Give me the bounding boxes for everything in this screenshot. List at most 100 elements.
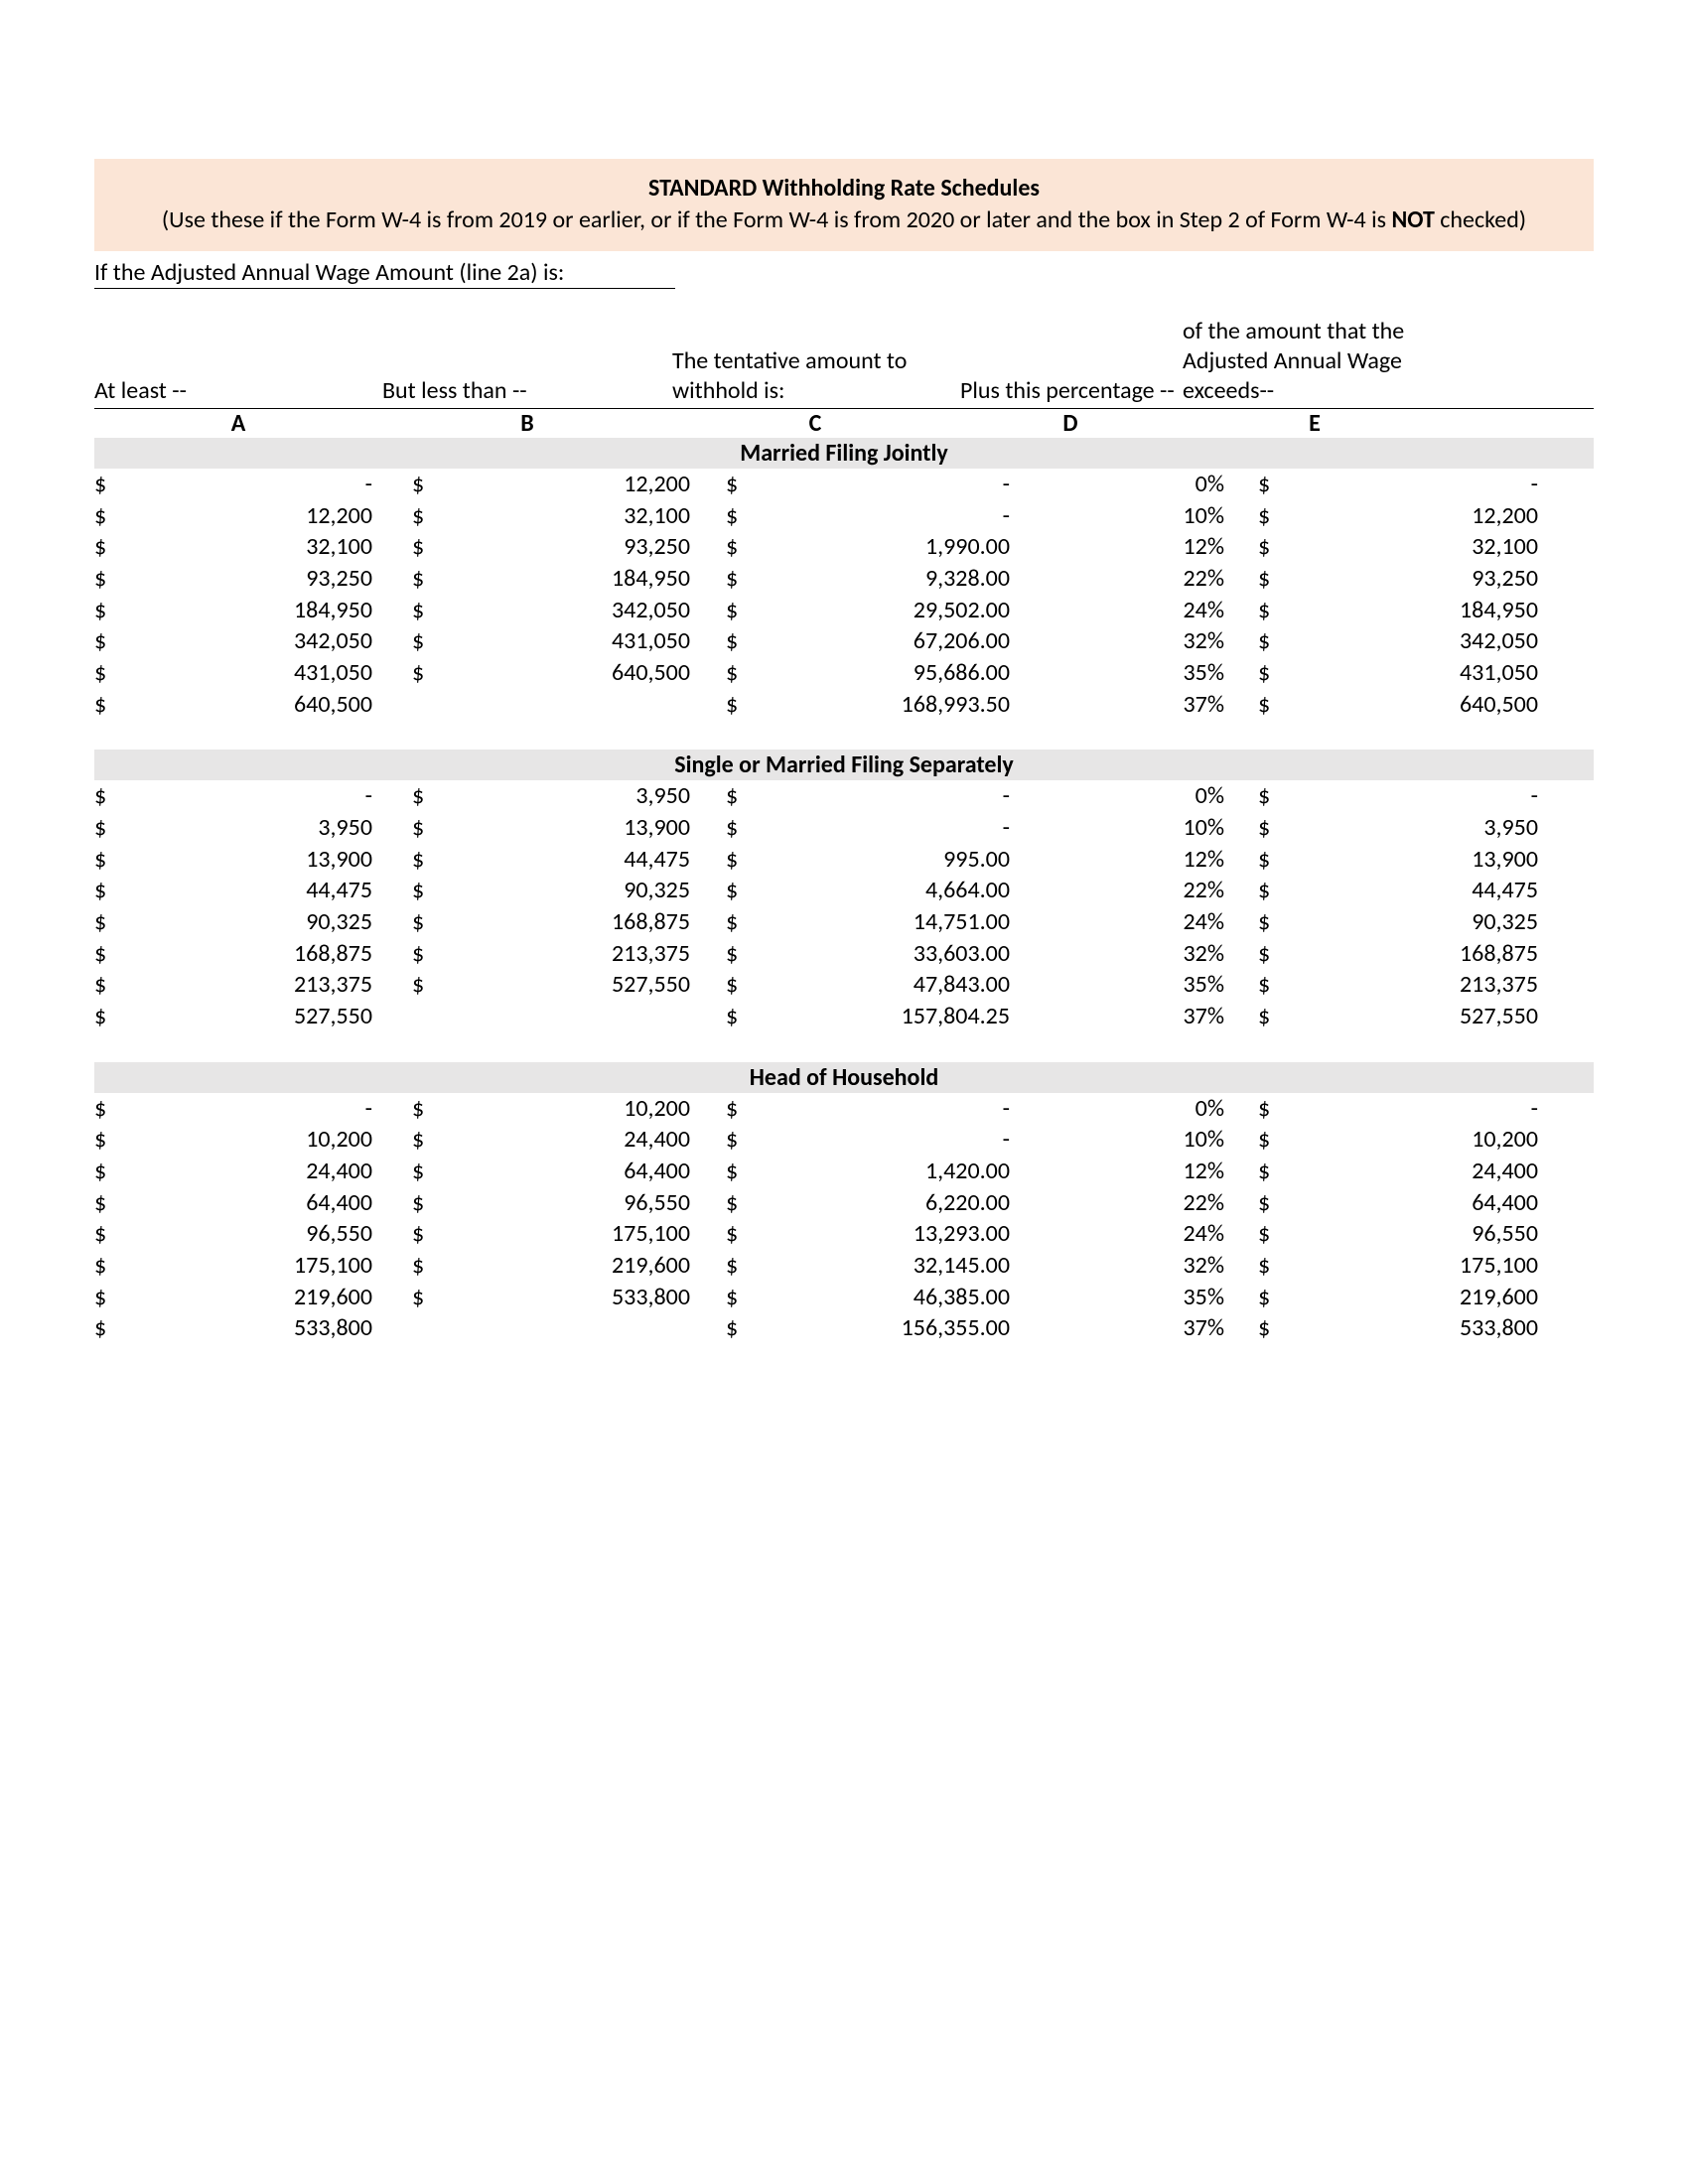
cell-exceeds: 527,550 bbox=[1286, 1001, 1538, 1032]
currency-symbol: $ bbox=[1258, 1218, 1286, 1250]
col-letter-e: E bbox=[1183, 409, 1447, 438]
currency-symbol: $ bbox=[726, 1250, 754, 1282]
table-row: $175,100$219,600$32,145.0032%$175,100 bbox=[94, 1250, 1594, 1282]
currency-symbol: $ bbox=[412, 531, 440, 563]
currency-symbol: $ bbox=[94, 595, 122, 626]
currency-symbol: $ bbox=[726, 969, 754, 1001]
cell-withhold: 1,990.00 bbox=[754, 531, 1010, 563]
currency-symbol: $ bbox=[726, 844, 754, 876]
cell-withhold: 13,293.00 bbox=[754, 1218, 1010, 1250]
currency-symbol: $ bbox=[726, 938, 754, 970]
cell-percentage: 24% bbox=[1036, 906, 1224, 938]
currency-symbol bbox=[412, 1001, 440, 1032]
cell-withhold: - bbox=[754, 469, 1010, 500]
cell-percentage: 10% bbox=[1036, 812, 1224, 844]
currency-symbol: $ bbox=[1258, 1093, 1286, 1125]
currency-symbol: $ bbox=[412, 469, 440, 500]
cell-exceeds: 219,600 bbox=[1286, 1282, 1538, 1313]
cell-exceeds: 175,100 bbox=[1286, 1250, 1538, 1282]
cell-withhold: 95,686.00 bbox=[754, 657, 1010, 689]
cell-percentage: 35% bbox=[1036, 969, 1224, 1001]
currency-symbol: $ bbox=[726, 531, 754, 563]
currency-symbol: $ bbox=[412, 1093, 440, 1125]
currency-symbol: $ bbox=[726, 812, 754, 844]
cell-percentage: 35% bbox=[1036, 657, 1224, 689]
cell-at-least: 213,375 bbox=[122, 969, 372, 1001]
cell-exceeds: 431,050 bbox=[1286, 657, 1538, 689]
currency-symbol: $ bbox=[726, 1187, 754, 1219]
currency-symbol: $ bbox=[412, 563, 440, 595]
currency-symbol: $ bbox=[726, 657, 754, 689]
cell-withhold: - bbox=[754, 812, 1010, 844]
currency-symbol bbox=[412, 689, 440, 721]
table-row: $640,500$168,993.5037%$640,500 bbox=[94, 689, 1594, 721]
currency-symbol: $ bbox=[412, 780, 440, 812]
table-row: $184,950$342,050$29,502.0024%$184,950 bbox=[94, 595, 1594, 626]
cell-less-than: 93,250 bbox=[440, 531, 690, 563]
currency-symbol: $ bbox=[1258, 875, 1286, 906]
currency-symbol: $ bbox=[94, 1250, 122, 1282]
cell-at-least: 44,475 bbox=[122, 875, 372, 906]
cell-percentage: 37% bbox=[1036, 689, 1224, 721]
section-title: Head of Household bbox=[94, 1062, 1594, 1093]
cell-at-least: 10,200 bbox=[122, 1124, 372, 1156]
currency-symbol: $ bbox=[94, 812, 122, 844]
currency-symbol: $ bbox=[94, 844, 122, 876]
cell-at-least: 3,950 bbox=[122, 812, 372, 844]
cell-less-than: 10,200 bbox=[440, 1093, 690, 1125]
currency-symbol: $ bbox=[1258, 595, 1286, 626]
column-letters: A B C D E bbox=[94, 409, 1594, 438]
header-at-least: At least -- bbox=[94, 376, 382, 406]
currency-symbol: $ bbox=[726, 1124, 754, 1156]
table-row: $90,325$168,875$14,751.0024%$90,325 bbox=[94, 906, 1594, 938]
cell-percentage: 12% bbox=[1036, 531, 1224, 563]
cell-exceeds: - bbox=[1286, 780, 1538, 812]
currency-symbol: $ bbox=[94, 906, 122, 938]
cell-withhold: - bbox=[754, 1124, 1010, 1156]
table-row: $64,400$96,550$6,220.0022%$64,400 bbox=[94, 1187, 1594, 1219]
currency-symbol: $ bbox=[726, 500, 754, 532]
currency-symbol: $ bbox=[726, 1282, 754, 1313]
currency-symbol: $ bbox=[1258, 689, 1286, 721]
cell-exceeds: 168,875 bbox=[1286, 938, 1538, 970]
currency-symbol: $ bbox=[94, 1218, 122, 1250]
cell-at-least: 184,950 bbox=[122, 595, 372, 626]
currency-symbol: $ bbox=[726, 1093, 754, 1125]
cell-exceeds: 93,250 bbox=[1286, 563, 1538, 595]
cell-exceeds: 44,475 bbox=[1286, 875, 1538, 906]
currency-symbol: $ bbox=[726, 1218, 754, 1250]
column-headers: At least -- But less than -- The tentati… bbox=[94, 317, 1594, 409]
cell-exceeds: 640,500 bbox=[1286, 689, 1538, 721]
currency-symbol: $ bbox=[726, 780, 754, 812]
currency-symbol: $ bbox=[412, 1124, 440, 1156]
cell-less-than: 64,400 bbox=[440, 1156, 690, 1187]
currency-symbol: $ bbox=[94, 1282, 122, 1313]
cell-exceeds: - bbox=[1286, 1093, 1538, 1125]
cell-withhold: 46,385.00 bbox=[754, 1282, 1010, 1313]
cell-percentage: 12% bbox=[1036, 1156, 1224, 1187]
cell-withhold: 29,502.00 bbox=[754, 595, 1010, 626]
cell-less-than: 3,950 bbox=[440, 780, 690, 812]
cell-less-than: 431,050 bbox=[440, 625, 690, 657]
currency-symbol: $ bbox=[94, 1093, 122, 1125]
cell-withhold: 6,220.00 bbox=[754, 1187, 1010, 1219]
currency-symbol: $ bbox=[1258, 1312, 1286, 1344]
header-but-less-than: But less than -- bbox=[382, 376, 672, 406]
currency-symbol: $ bbox=[726, 1312, 754, 1344]
table-row: $10,200$24,400$-10%$10,200 bbox=[94, 1124, 1594, 1156]
table-row: $32,100$93,250$1,990.0012%$32,100 bbox=[94, 531, 1594, 563]
currency-symbol: $ bbox=[726, 595, 754, 626]
cell-at-least: 96,550 bbox=[122, 1218, 372, 1250]
cell-exceeds: 64,400 bbox=[1286, 1187, 1538, 1219]
currency-symbol: $ bbox=[412, 1250, 440, 1282]
cell-withhold: - bbox=[754, 1093, 1010, 1125]
cell-less-than: 13,900 bbox=[440, 812, 690, 844]
cell-withhold: 995.00 bbox=[754, 844, 1010, 876]
cell-exceeds: 32,100 bbox=[1286, 531, 1538, 563]
cell-at-least: 13,900 bbox=[122, 844, 372, 876]
cell-exceeds: 13,900 bbox=[1286, 844, 1538, 876]
cell-percentage: 0% bbox=[1036, 780, 1224, 812]
title-block: STANDARD Withholding Rate Schedules (Use… bbox=[94, 159, 1594, 251]
currency-symbol: $ bbox=[94, 1124, 122, 1156]
currency-symbol: $ bbox=[412, 1282, 440, 1313]
